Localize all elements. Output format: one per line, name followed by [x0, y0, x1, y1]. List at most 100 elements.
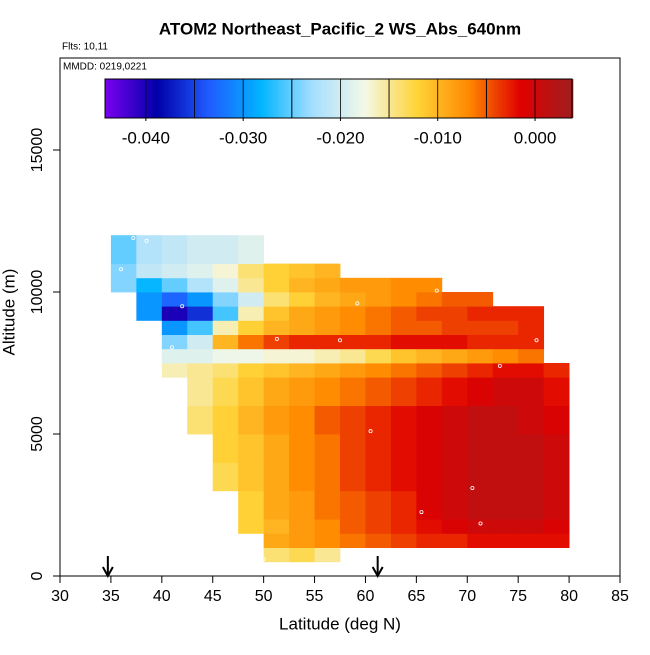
- colorbar-segment: [421, 79, 424, 118]
- heat-cell: [289, 434, 315, 463]
- colorbar-segment: [429, 79, 432, 118]
- colorbar-segment: [121, 79, 124, 118]
- colorbar-segment: [203, 79, 206, 118]
- heat-cell: [238, 434, 265, 463]
- colorbar-segment: [287, 79, 290, 118]
- heat-cell: [238, 263, 265, 279]
- heat-cell: [314, 490, 341, 520]
- colorbar-segment: [469, 79, 472, 118]
- colorbar-segment: [337, 79, 340, 118]
- heat-cell: [340, 277, 366, 293]
- heat-cell: [212, 434, 239, 463]
- heat-cell: [416, 334, 443, 350]
- colorbar-segment: [125, 79, 128, 118]
- heat-cell: [187, 306, 214, 321]
- colorbar-segment: [111, 79, 114, 118]
- heat-cell: [390, 348, 417, 364]
- colorbar-segment: [187, 79, 190, 118]
- colorbar-segment: [253, 79, 256, 118]
- colorbar-segment: [517, 79, 520, 118]
- colorbar-segment: [417, 79, 420, 118]
- heat-cell: [263, 363, 290, 378]
- colorbar-segment: [449, 79, 452, 118]
- heat-cell: [467, 519, 494, 534]
- colorbar-segment: [221, 79, 224, 118]
- colorbar-segment: [307, 79, 310, 118]
- colorbar-segment: [521, 79, 524, 118]
- colorbar-segment: [371, 79, 374, 118]
- heat-cell: [187, 320, 214, 336]
- heat-cell: [314, 434, 341, 463]
- heat-cell: [314, 277, 341, 293]
- colorbar-segment: [249, 79, 252, 118]
- colorbar-segment: [353, 79, 356, 118]
- heat-cell: [441, 334, 468, 350]
- heat-cell: [543, 363, 570, 378]
- heat-cell: [212, 334, 239, 350]
- heat-cell: [492, 320, 519, 336]
- colorbar-segment: [415, 79, 418, 118]
- colorbar-segment: [431, 79, 434, 118]
- colorbar-tick-label: -0.010: [414, 128, 462, 147]
- heat-cell: [238, 235, 265, 265]
- heat-cell: [212, 235, 239, 265]
- arrow-head: [371, 566, 384, 579]
- heat-cell: [518, 434, 545, 463]
- heat-cell: [441, 405, 468, 435]
- colorbar-segment: [295, 79, 298, 118]
- colorbar-segment: [401, 79, 404, 118]
- heat-cell: [161, 334, 188, 350]
- colorbar-segment: [539, 79, 542, 118]
- heat-cell: [390, 405, 417, 435]
- heat-cell: [314, 377, 341, 407]
- colorbar-segment: [533, 79, 536, 118]
- heat-cell: [518, 405, 545, 435]
- track-point: [434, 288, 439, 293]
- colorbar-segment: [263, 79, 266, 118]
- y-tick-label: 10000: [29, 270, 46, 315]
- colorbar-segment: [237, 79, 240, 118]
- colorbar-segment: [333, 79, 336, 118]
- colorbar-segment: [565, 79, 568, 118]
- colorbar-segment: [537, 79, 540, 118]
- colorbar-segment: [165, 79, 168, 118]
- colorbar-segment: [119, 79, 122, 118]
- heat-cell: [416, 306, 443, 321]
- colorbar-segment: [115, 79, 118, 118]
- heat-cell: [492, 490, 519, 520]
- x-tick-label: 85: [611, 588, 629, 605]
- heat-cell: [518, 334, 545, 350]
- heat-cell: [340, 434, 366, 463]
- heat-cell: [340, 377, 366, 407]
- heat-cell: [136, 292, 163, 307]
- colorbar-segment: [331, 79, 334, 118]
- heat-cell: [441, 462, 468, 492]
- colorbar-segment: [409, 79, 412, 118]
- heat-cell: [365, 519, 392, 534]
- colorbar-segment: [545, 79, 548, 118]
- heat-cell: [263, 277, 290, 293]
- colorbar-segment: [379, 79, 382, 118]
- y-tick-label: 0: [29, 571, 46, 580]
- heat-cell: [289, 277, 315, 293]
- colorbar-segment: [411, 79, 414, 118]
- colorbar-segment: [365, 79, 368, 118]
- heat-cell: [238, 405, 265, 435]
- colorbar-segment: [275, 79, 278, 118]
- colorbar-segment: [153, 79, 156, 118]
- colorbar-segment: [505, 79, 508, 118]
- colorbar-segment: [131, 79, 134, 118]
- colorbar-segment: [207, 79, 210, 118]
- colorbar-segment: [559, 79, 562, 118]
- heat-cell: [289, 519, 315, 534]
- colorbar-segment: [427, 79, 430, 118]
- heat-cell: [543, 377, 570, 407]
- heat-cell: [492, 434, 519, 463]
- colorbar-segment: [257, 79, 260, 118]
- heat-cell: [314, 348, 341, 364]
- heat-cell: [390, 320, 417, 336]
- colorbar-segment: [219, 79, 222, 118]
- colorbar-segment: [481, 79, 484, 118]
- heat-cell: [136, 277, 163, 293]
- heat-cell: [263, 462, 290, 492]
